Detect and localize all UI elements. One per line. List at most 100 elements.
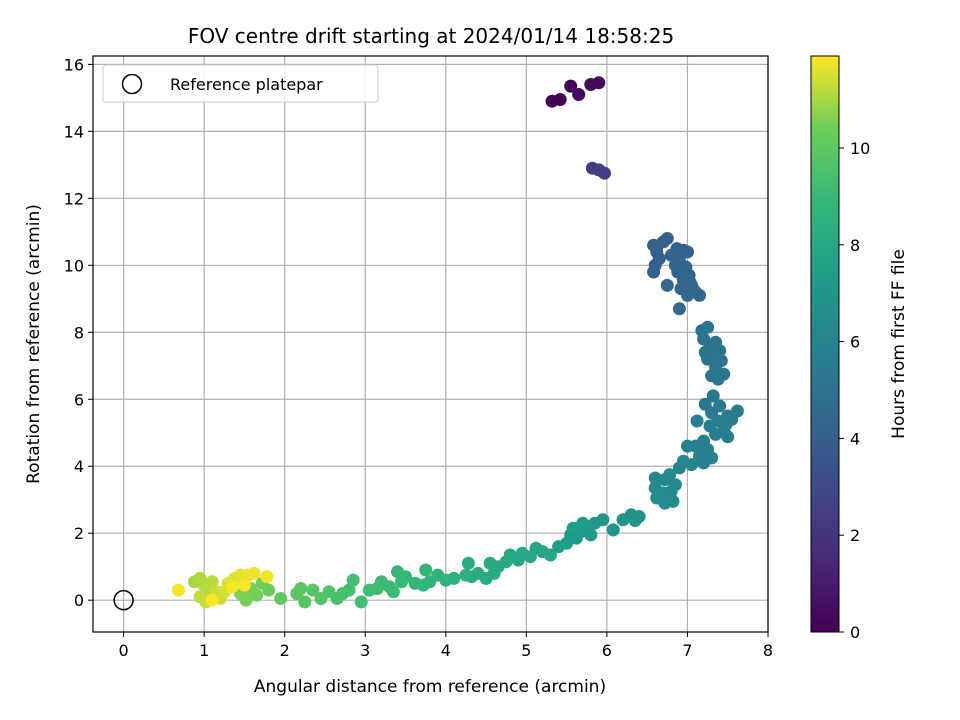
y-tick-label: 2 bbox=[74, 524, 84, 543]
x-tick-label: 4 bbox=[441, 641, 451, 660]
x-axis: 0 1 2 3 4 5 6 7 8 bbox=[119, 632, 773, 660]
legend-box bbox=[102, 64, 379, 103]
grid bbox=[93, 56, 769, 632]
data-point bbox=[552, 540, 566, 554]
x-tick-label: 3 bbox=[360, 641, 370, 660]
reference-marker-group bbox=[113, 589, 134, 611]
colorbar-gradient bbox=[810, 55, 840, 633]
data-point bbox=[598, 166, 611, 180]
data-point bbox=[685, 458, 698, 472]
data-point bbox=[419, 563, 433, 577]
data-point bbox=[274, 592, 288, 605]
colorbar-tick-label: 6 bbox=[850, 333, 860, 352]
data-point bbox=[225, 580, 239, 594]
data-point bbox=[713, 399, 727, 413]
data-point bbox=[461, 556, 475, 570]
data-point bbox=[650, 240, 664, 254]
x-tick-label: 6 bbox=[602, 641, 612, 660]
y-tick-label: 8 bbox=[74, 323, 84, 342]
scatter-points bbox=[171, 76, 744, 609]
data-point bbox=[553, 93, 567, 106]
data-point bbox=[576, 516, 590, 530]
y-axis: 0 2 4 6 8 10 12 14 16 bbox=[64, 55, 93, 610]
colorbar-tick-label: 0 bbox=[850, 623, 860, 642]
data-point bbox=[205, 593, 219, 607]
data-point bbox=[717, 367, 731, 381]
data-point bbox=[566, 521, 580, 535]
data-point bbox=[660, 232, 674, 245]
data-point bbox=[247, 566, 261, 580]
data-point bbox=[697, 456, 711, 470]
y-tick-label: 6 bbox=[74, 390, 84, 409]
colorbar-tick-label: 2 bbox=[850, 526, 860, 545]
legend-entry: Reference platepar bbox=[170, 75, 323, 94]
colorbar-tick-label: 8 bbox=[850, 236, 860, 255]
x-axis-label: Angular distance from reference (arcmin) bbox=[254, 677, 606, 697]
data-point bbox=[171, 583, 185, 597]
colorbar-label: Hours from first FF file bbox=[889, 249, 909, 439]
data-point bbox=[408, 576, 422, 590]
data-point bbox=[564, 79, 578, 93]
data-point bbox=[721, 430, 735, 444]
y-axis-label: Rotation from reference (arcmin) bbox=[24, 204, 44, 484]
data-point bbox=[354, 595, 368, 609]
data-point bbox=[701, 320, 715, 334]
legend-marker bbox=[121, 73, 143, 95]
data-point bbox=[706, 389, 720, 403]
data-point bbox=[592, 76, 606, 90]
y-tick-label: 14 bbox=[64, 122, 84, 141]
data-point bbox=[346, 573, 360, 587]
data-point bbox=[648, 481, 662, 495]
data-point bbox=[260, 570, 274, 584]
data-point bbox=[386, 585, 400, 599]
data-point bbox=[701, 352, 715, 366]
x-tick-label: 2 bbox=[280, 641, 290, 660]
x-tick-label: 1 bbox=[199, 641, 209, 660]
data-point bbox=[681, 439, 694, 453]
colorbar-tick-label: 10 bbox=[850, 139, 870, 158]
y-tick-label: 0 bbox=[74, 591, 84, 610]
data-point bbox=[391, 565, 404, 579]
data-point bbox=[690, 414, 704, 428]
plot-frame bbox=[92, 55, 769, 633]
chart-title: FOV centre drift starting at 2024/01/14 … bbox=[188, 24, 674, 48]
colorbar-ticks: 0 2 4 6 8 10 bbox=[839, 139, 870, 642]
data-point bbox=[616, 513, 630, 527]
data-point bbox=[395, 575, 408, 589]
colorbar-tick-label: 4 bbox=[850, 429, 860, 448]
x-tick-label: 8 bbox=[763, 641, 773, 660]
data-point bbox=[459, 568, 473, 582]
data-point bbox=[672, 302, 686, 316]
data-point bbox=[709, 427, 723, 441]
data-point bbox=[298, 595, 312, 609]
y-tick-label: 12 bbox=[64, 189, 84, 208]
reference-marker bbox=[113, 589, 134, 611]
data-point bbox=[483, 556, 497, 570]
data-point bbox=[713, 344, 727, 358]
x-tick-label: 5 bbox=[521, 641, 531, 660]
data-point bbox=[687, 283, 701, 297]
data-point bbox=[647, 265, 661, 279]
data-point bbox=[658, 496, 672, 510]
data-point bbox=[606, 523, 620, 537]
data-point bbox=[237, 578, 251, 592]
x-tick-label: 7 bbox=[682, 641, 692, 660]
data-point bbox=[314, 592, 328, 605]
data-point bbox=[584, 528, 598, 542]
x-tick-label: 0 bbox=[119, 641, 129, 660]
colorbar: 0 2 4 6 8 10 Hours from first FF file bbox=[810, 55, 909, 642]
y-tick-label: 16 bbox=[64, 55, 84, 74]
y-tick-label: 10 bbox=[64, 256, 84, 275]
data-point bbox=[628, 514, 642, 527]
data-point bbox=[306, 583, 320, 597]
data-point bbox=[290, 587, 304, 600]
legend: Reference platepar bbox=[102, 64, 379, 103]
data-point bbox=[362, 583, 376, 597]
data-point bbox=[672, 461, 686, 475]
y-tick-label: 4 bbox=[74, 457, 84, 476]
data-point bbox=[572, 88, 586, 101]
data-point bbox=[660, 278, 674, 292]
data-point bbox=[648, 471, 662, 485]
data-point bbox=[205, 575, 219, 589]
